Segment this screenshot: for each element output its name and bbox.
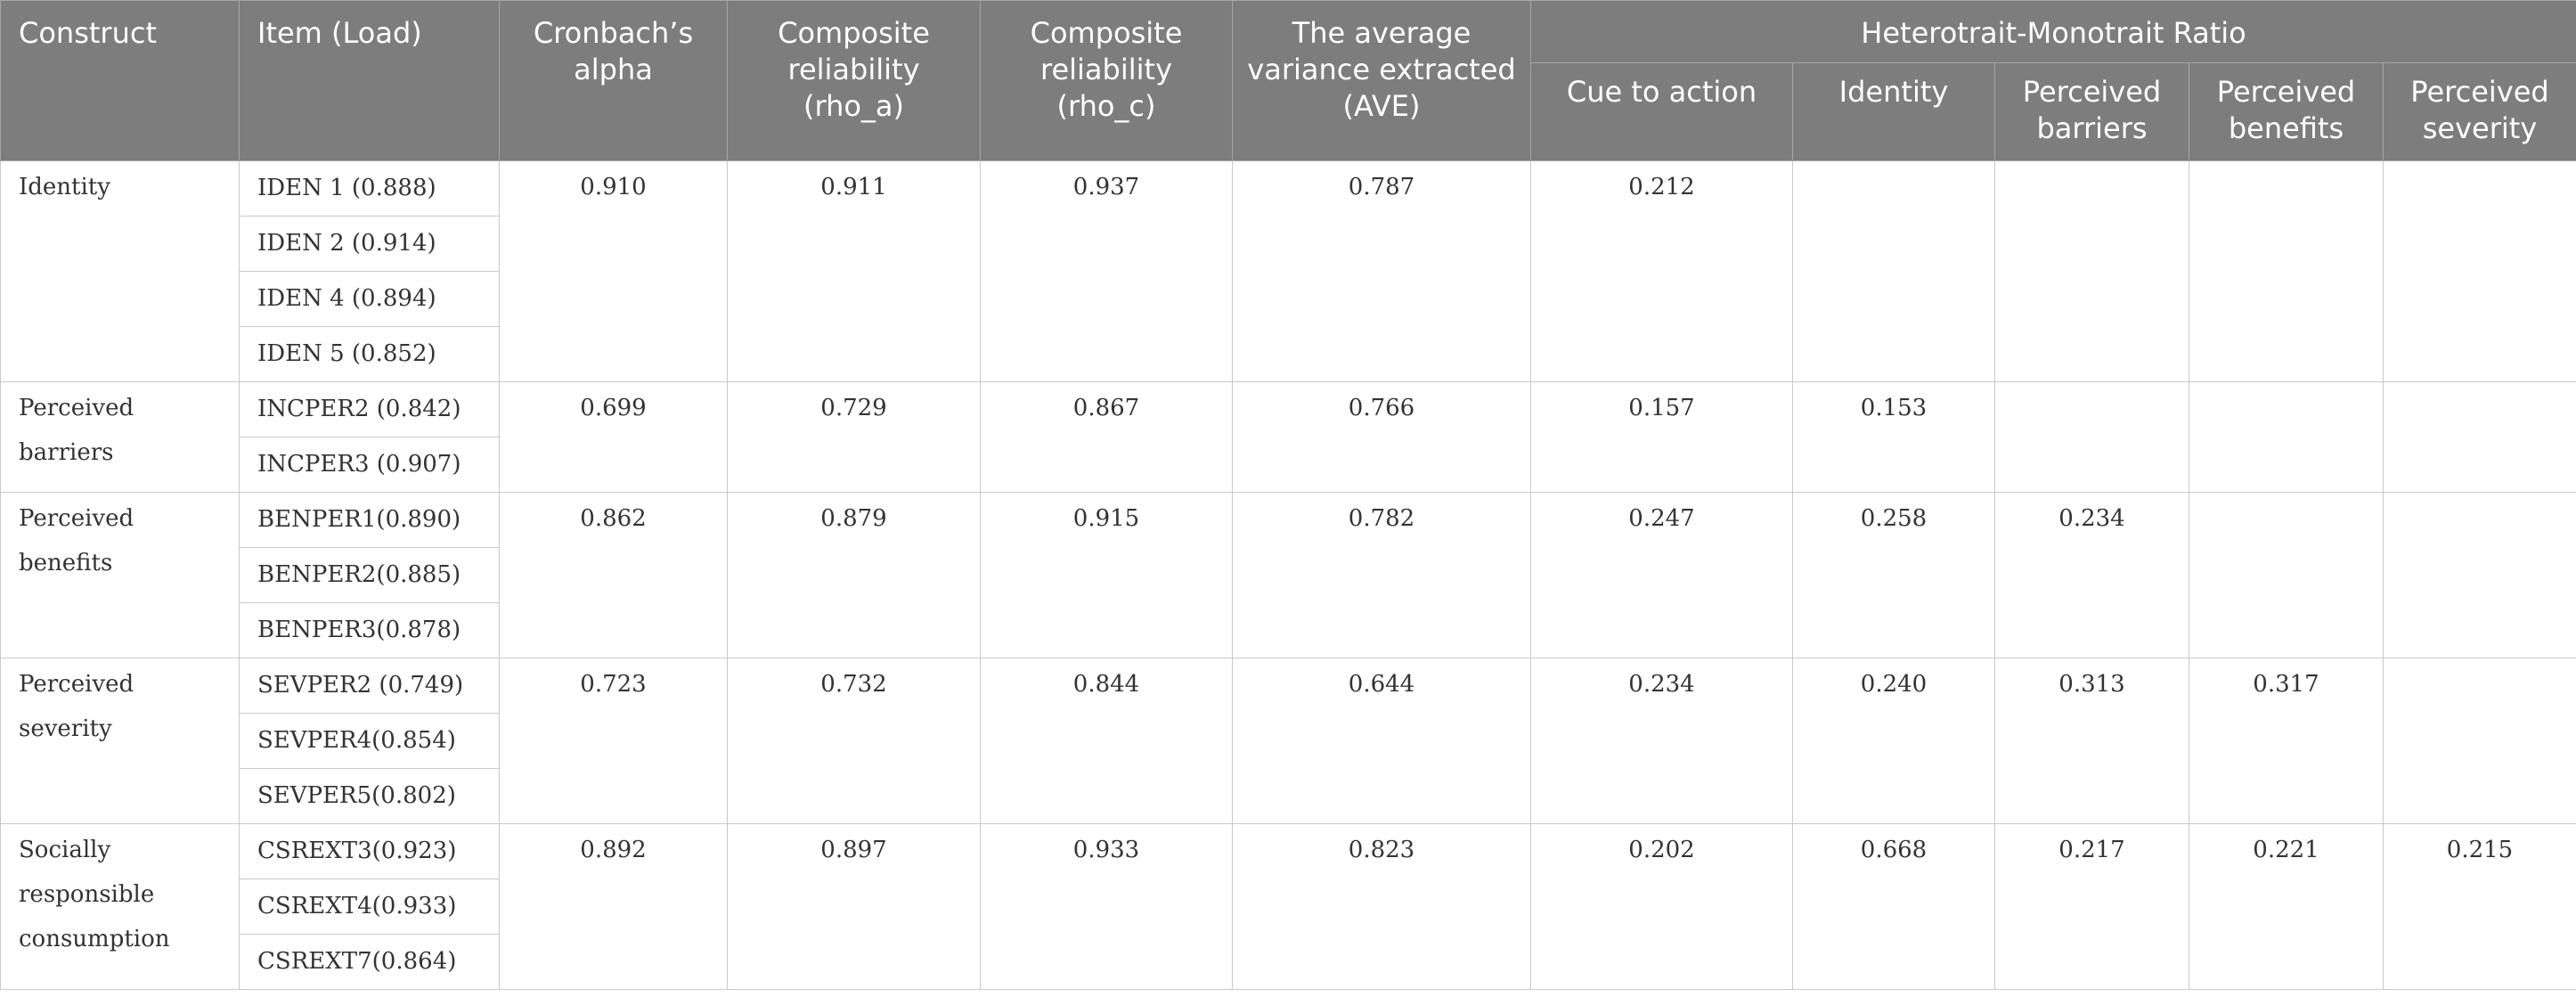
htmt-cue-to-action-value: 0.202 bbox=[1530, 823, 1793, 990]
htmt-cue-to-action-value: 0.212 bbox=[1530, 160, 1793, 382]
htmt-identity-value: 0.668 bbox=[1792, 823, 1995, 990]
table-row: Perceived severity SEVPER2 (0.749) 0.723 0.… bbox=[0, 658, 2576, 824]
table-row: CSREXT7(0.864) bbox=[1, 934, 2576, 990]
htmt-perceived-barriers-value: 0.313 bbox=[1994, 658, 2189, 824]
htmt-perceived-barriers-value bbox=[1994, 381, 2189, 493]
htmt-identity-value: 0.153 bbox=[1792, 381, 1995, 493]
rho-a-value: 0.732 bbox=[727, 658, 981, 824]
ave-value: 0.766 bbox=[1232, 381, 1531, 493]
rho-c-value: 0.867 bbox=[980, 381, 1233, 493]
table-row: Socially responsible consumption CSREXT3(… bbox=[0, 823, 2576, 990]
item-load-cell: CSREXT7(0.864) bbox=[239, 934, 500, 990]
header-htmt-perceived-barriers: Perceived barriers bbox=[1994, 62, 2189, 161]
construct-socially-responsible-consumption: Socially responsible consumption bbox=[0, 823, 240, 990]
item-load-cell: IDEN 4 (0.894) bbox=[239, 271, 500, 327]
item-load-cell: BENPER1(0.890) bbox=[239, 492, 500, 548]
htmt-perceived-severity-value bbox=[2382, 658, 2576, 824]
htmt-perceived-barriers-value: 0.234 bbox=[1994, 492, 2189, 658]
htmt-perceived-benefits-value bbox=[2189, 160, 2384, 382]
table-row: Identity IDEN 1 (0.888) 0.910 0.911 0.937 0.7… bbox=[0, 160, 2576, 382]
htmt-perceived-benefits-value bbox=[2189, 381, 2384, 493]
construct-perceived-barriers: Perceived barriers bbox=[0, 381, 240, 493]
table-row: BENPER3(0.878) bbox=[1, 602, 2576, 658]
item-load-cell: INCPER2 (0.842) bbox=[239, 381, 500, 437]
rho-a-value: 0.897 bbox=[727, 823, 981, 990]
construct-perceived-benefits: Perceived benefits bbox=[0, 492, 240, 658]
htmt-identity-value bbox=[1792, 160, 1995, 382]
table-row: IDEN 4 (0.894) bbox=[1, 271, 2576, 327]
item-load-cell: IDEN 2 (0.914) bbox=[239, 216, 500, 272]
header-htmt-perceived-benefits: Perceived benefits bbox=[2189, 62, 2384, 161]
construct-identity: Identity bbox=[0, 160, 240, 382]
htmt-cue-to-action-value: 0.157 bbox=[1530, 381, 1793, 493]
table-row: Perceived barriers INCPER2 (0.842) 0.699 0.… bbox=[0, 381, 2576, 493]
rho-a-value: 0.729 bbox=[727, 381, 981, 493]
cronbach-alpha-value: 0.910 bbox=[499, 160, 728, 382]
item-load-cell: IDEN 5 (0.852) bbox=[239, 326, 500, 382]
header-item-load: Item (Load) bbox=[239, 0, 500, 161]
htmt-perceived-benefits-value: 0.221 bbox=[2189, 823, 2384, 990]
table-row: IDEN 2 (0.914) bbox=[1, 216, 2576, 272]
cronbach-alpha-value: 0.862 bbox=[499, 492, 728, 658]
htmt-perceived-barriers-value bbox=[1994, 160, 2189, 382]
rho-c-value: 0.915 bbox=[980, 492, 1233, 658]
item-load-cell: SEVPER4(0.854) bbox=[239, 713, 500, 769]
header-htmt-group: Heterotrait-Monotrait Ratio bbox=[1529, 0, 2576, 63]
item-load-cell: BENPER3(0.878) bbox=[239, 602, 500, 658]
header-htmt-identity: Identity bbox=[1792, 62, 1995, 161]
header-htmt-perceived-severity: Perceived severity bbox=[2382, 62, 2576, 161]
htmt-perceived-benefits-value bbox=[2189, 492, 2384, 658]
construct-perceived-severity: Perceived severity bbox=[0, 658, 240, 824]
ave-value: 0.782 bbox=[1232, 492, 1531, 658]
rho-c-value: 0.937 bbox=[980, 160, 1233, 382]
cronbach-alpha-value: 0.892 bbox=[499, 823, 728, 990]
item-load-cell: INCPER3 (0.907) bbox=[239, 437, 500, 493]
htmt-perceived-barriers-value: 0.217 bbox=[1994, 823, 2189, 990]
htmt-cue-to-action-value: 0.234 bbox=[1530, 658, 1793, 824]
htmt-perceived-severity-value bbox=[2382, 492, 2576, 658]
table-header: Construct Item (Load) Cronbach’s alpha C… bbox=[0, 0, 2576, 161]
rho-c-value: 0.933 bbox=[980, 823, 1233, 990]
table-row: IDEN 5 (0.852) bbox=[1, 326, 2576, 382]
table-row: SEVPER5(0.802) bbox=[1, 768, 2576, 824]
htmt-perceived-severity-value bbox=[2382, 381, 2576, 493]
rho-a-value: 0.879 bbox=[727, 492, 981, 658]
item-load-cell: SEVPER5(0.802) bbox=[239, 768, 500, 824]
header-htmt-cue-to-action: Cue to action bbox=[1530, 62, 1793, 161]
rho-a-value: 0.911 bbox=[727, 160, 981, 382]
htmt-cue-to-action-value: 0.247 bbox=[1530, 492, 1793, 658]
item-load-cell: CSREXT4(0.933) bbox=[239, 879, 500, 935]
ave-value: 0.644 bbox=[1232, 658, 1531, 824]
htmt-identity-value: 0.258 bbox=[1792, 492, 1995, 658]
ave-value: 0.787 bbox=[1232, 160, 1531, 382]
item-load-cell: SEVPER2 (0.749) bbox=[239, 658, 500, 714]
table-row: CSREXT4(0.933) bbox=[1, 879, 2576, 935]
table-row: Perceived benefits BENPER1(0.890) 0.862 0.8… bbox=[0, 492, 2576, 658]
header-cronbach-alpha: Cronbach’s alpha bbox=[499, 0, 728, 161]
header-ave: The average variance extracted (AVE) bbox=[1232, 0, 1531, 161]
item-load-cell: BENPER2(0.885) bbox=[239, 547, 500, 603]
cronbach-alpha-value: 0.723 bbox=[499, 658, 728, 824]
header-construct: Construct bbox=[0, 0, 240, 161]
table-body: Identity IDEN 1 (0.888) 0.910 0.911 0.937 0.7… bbox=[0, 160, 2576, 990]
ave-value: 0.823 bbox=[1232, 823, 1531, 990]
htmt-perceived-benefits-value: 0.317 bbox=[2189, 658, 2384, 824]
cronbach-alpha-value: 0.699 bbox=[499, 381, 728, 493]
item-load-cell: CSREXT3(0.923) bbox=[239, 823, 500, 879]
htmt-perceived-severity-value: 0.215 bbox=[2382, 823, 2576, 990]
header-composite-reliability-rho-c: Composite reliability (rho_c) bbox=[980, 0, 1233, 161]
htmt-perceived-severity-value bbox=[2382, 160, 2576, 382]
htmt-identity-value: 0.240 bbox=[1792, 658, 1995, 824]
header-composite-reliability-rho-a: Composite reliability (rho_a) bbox=[727, 0, 981, 161]
rho-c-value: 0.844 bbox=[980, 658, 1233, 824]
item-load-cell: IDEN 1 (0.888) bbox=[239, 160, 500, 217]
